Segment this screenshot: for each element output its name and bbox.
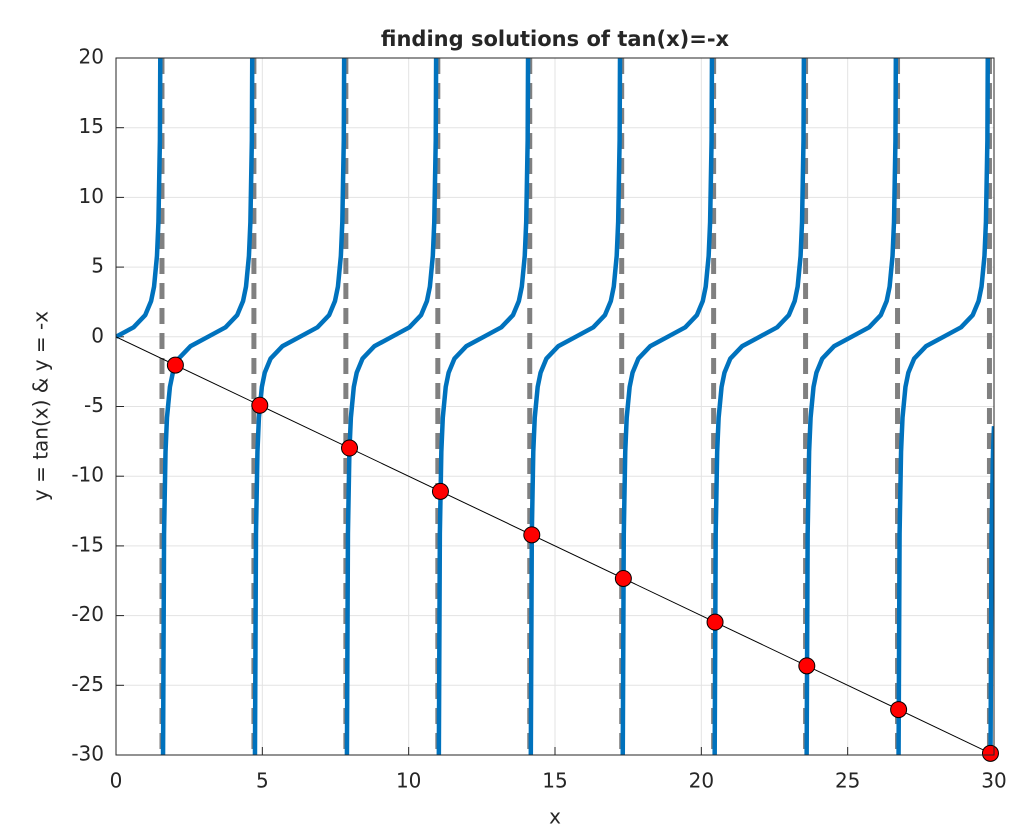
tan-curve <box>620 58 715 755</box>
y-tick-label: 10 <box>79 184 104 208</box>
tan-curve <box>804 58 899 755</box>
y-tick-label: 15 <box>79 114 104 138</box>
y-tick-label: -10 <box>71 463 104 487</box>
tan-curve <box>988 426 994 755</box>
tan-curve <box>528 58 623 755</box>
tan-curve <box>896 58 991 755</box>
solution-point <box>614 569 632 587</box>
solution-point <box>981 744 999 762</box>
solution-point <box>706 613 724 631</box>
x-tick-label: 5 <box>256 769 269 793</box>
y-tick-label: -5 <box>84 393 104 417</box>
x-tick-label: 0 <box>110 769 123 793</box>
solution-point <box>798 657 816 675</box>
x-tick-label: 30 <box>981 769 1006 793</box>
tan-curve <box>712 58 807 755</box>
y-tick-label: 0 <box>91 323 104 347</box>
chart-title: finding solutions of tan(x)=-x <box>381 27 730 51</box>
x-tick-label: 15 <box>542 769 567 793</box>
y-axis-label: y = tan(x) & y = -x <box>29 311 53 501</box>
tan-curve <box>344 58 439 755</box>
solution-point <box>251 396 269 414</box>
solution-point <box>431 482 449 500</box>
x-tick-label: 10 <box>396 769 421 793</box>
y-tick-label: -20 <box>71 602 104 626</box>
x-axis-label: x <box>549 805 561 829</box>
tan-curve <box>252 58 347 755</box>
solution-point <box>341 439 359 457</box>
axes-box <box>115 57 995 756</box>
tan-curve <box>160 58 255 755</box>
y-tick-label: -30 <box>71 742 104 766</box>
y-tick-label: -25 <box>71 672 104 696</box>
x-tick-label: 25 <box>835 769 860 793</box>
tan-curve <box>116 58 163 339</box>
solution-point <box>166 356 184 374</box>
tan-curve <box>436 58 531 755</box>
x-tick-label: 20 <box>689 769 714 793</box>
y-tick-label: -15 <box>71 532 104 556</box>
solution-point <box>523 526 541 544</box>
y-tick-label: 5 <box>91 254 104 278</box>
y-tick-label: 20 <box>79 45 104 69</box>
solution-point <box>890 701 908 719</box>
